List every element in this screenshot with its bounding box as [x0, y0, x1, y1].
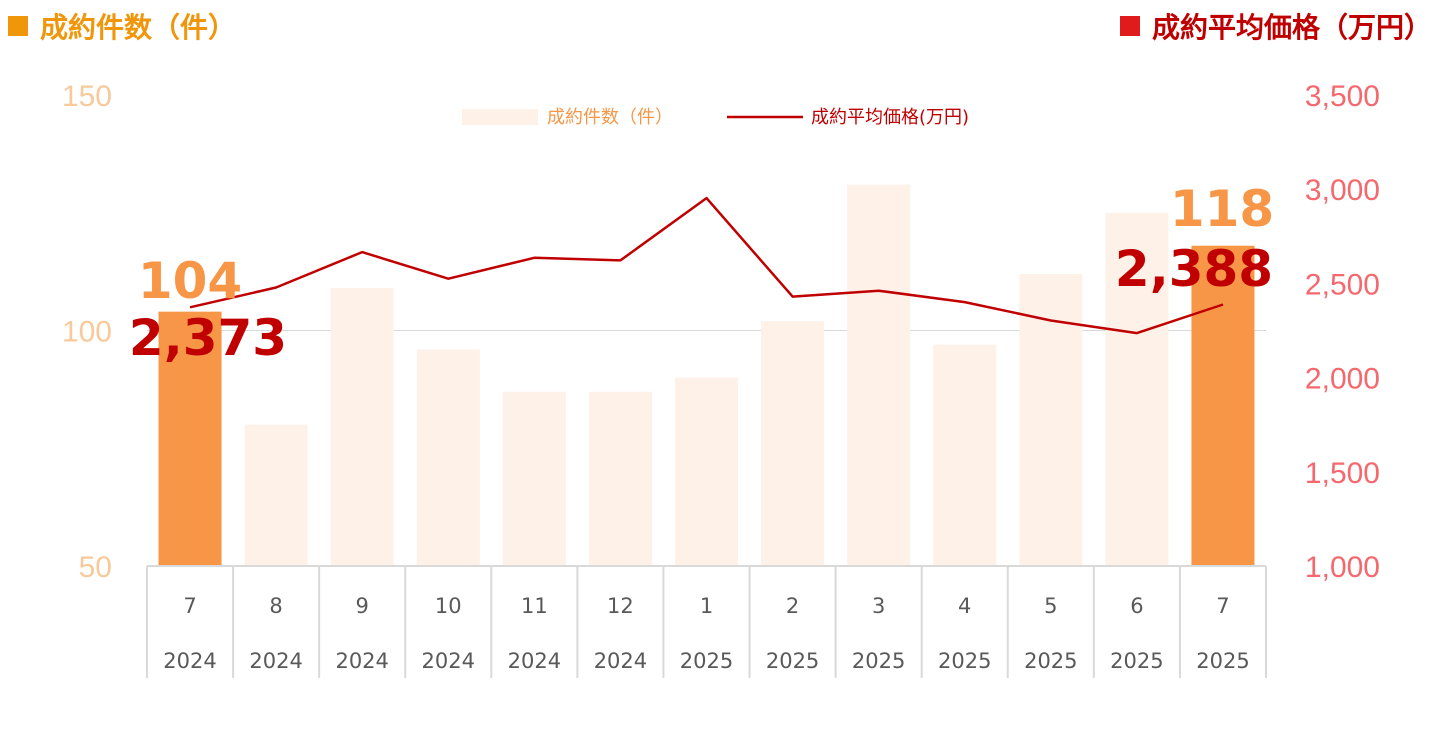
year-tick-label: 2024: [594, 649, 647, 673]
left-tick-label: 100: [62, 316, 112, 349]
right-axis-ticks: 1,000 1,500 2,000 2,500 3,000 3,500: [1305, 80, 1380, 584]
left-title-square-icon: [8, 16, 28, 36]
bar: [675, 377, 738, 566]
bar: [588, 391, 652, 566]
year-tick-label: 2024: [422, 649, 475, 673]
bar: [1105, 212, 1169, 566]
month-tick-label: 5: [1044, 594, 1057, 618]
month-tick-label: 10: [435, 594, 462, 618]
month-tick-label: 11: [521, 594, 548, 618]
left-tick-label: 150: [62, 80, 112, 113]
bar: [244, 424, 308, 566]
month-tick-label: 2: [786, 594, 799, 618]
line-series: [189, 196, 1224, 335]
year-tick-label: 2025: [766, 649, 819, 673]
right-title-square-icon: [1119, 16, 1140, 36]
bar: [1019, 273, 1083, 566]
bar: [502, 391, 566, 566]
right-tick-label: 3,000: [1305, 174, 1380, 207]
month-tick-label: 12: [607, 594, 634, 618]
month-tick-label: 6: [1130, 594, 1143, 618]
month-tick-label: 8: [269, 594, 282, 618]
year-tick-label: 2025: [1110, 649, 1163, 673]
year-tick-label: 2025: [938, 649, 991, 673]
year-tick-label: 2024: [163, 649, 216, 673]
left-tick-label: 50: [79, 551, 112, 584]
series-line: [189, 196, 1224, 335]
right-axis-title: 成約平均価格（万円）: [1119, 6, 1432, 46]
legend-bar-label: 成約件数（件）: [547, 107, 673, 128]
bar: [847, 184, 911, 567]
right-axis-title-text: 成約平均価格（万円）: [1151, 11, 1432, 44]
right-tick-label: 1,000: [1305, 551, 1380, 584]
category-table: 7 2024 8 2024 9 2024 10 2024 11 2024 12 2024 1 2025 2 2…: [146, 565, 1267, 678]
bar: [1191, 245, 1255, 566]
data-label: 2,388: [1115, 240, 1273, 298]
year-tick-label: 2025: [852, 649, 905, 673]
month-tick-label: 1: [700, 594, 713, 618]
bar: [416, 349, 480, 566]
month-tick-label: 3: [872, 594, 885, 618]
left-axis-ticks: 50 100 150: [62, 80, 112, 584]
legend-line-label: 成約平均価格(万円): [811, 107, 969, 128]
data-label: 2,373: [129, 309, 287, 367]
data-label: 104: [138, 252, 242, 310]
right-tick-label: 1,500: [1305, 457, 1380, 490]
year-tick-label: 2025: [680, 649, 733, 673]
month-tick-label: 4: [958, 594, 971, 618]
legend-bar-swatch: [462, 109, 538, 125]
month-tick-label: 9: [356, 594, 369, 618]
bar: [933, 344, 997, 566]
year-tick-label: 2025: [1024, 649, 1077, 673]
legend: 成約件数（件） 成約平均価格(万円): [462, 107, 969, 128]
year-tick-label: 2024: [508, 649, 561, 673]
left-axis-title: 成約件数（件）: [8, 6, 236, 46]
right-tick-label: 3,500: [1305, 80, 1380, 113]
year-tick-label: 2024: [249, 649, 302, 673]
right-tick-label: 2,500: [1305, 268, 1380, 301]
data-label: 118: [1170, 180, 1274, 238]
month-tick-label: 7: [1216, 594, 1229, 618]
month-tick-label: 7: [183, 594, 196, 618]
right-tick-label: 2,000: [1305, 363, 1380, 396]
year-tick-label: 2024: [335, 649, 388, 673]
year-tick-label: 2025: [1196, 649, 1249, 673]
bar: [330, 288, 394, 566]
left-axis-title-text: 成約件数（件）: [40, 11, 237, 44]
bar: [158, 311, 222, 566]
bar-series: [158, 184, 1255, 567]
bar: [761, 321, 825, 566]
